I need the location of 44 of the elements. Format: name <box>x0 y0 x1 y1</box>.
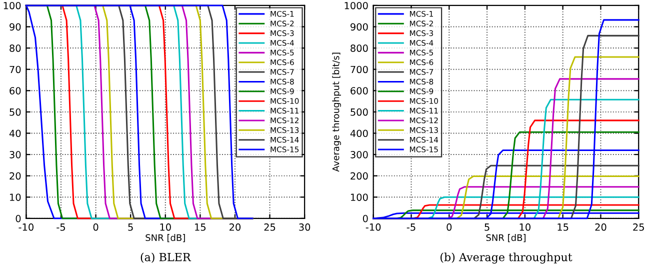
y-tick-label: 20 <box>10 172 21 180</box>
x-tick-label: 30 <box>299 223 310 231</box>
x-tick-label: 20 <box>595 223 606 231</box>
x-tick-label: 5 <box>484 224 490 231</box>
y-tick-label: 50 <box>10 108 21 116</box>
text: (a) BLER <box>140 252 192 263</box>
x-tick-label: 10 <box>520 223 530 231</box>
y-tick-label: 30 <box>10 150 21 158</box>
x-axis-title: SNR [dB] <box>486 234 526 242</box>
text: (b) Average throughput <box>440 252 572 264</box>
x-axis-title: SNR [dB] <box>146 234 185 242</box>
x-tick-label: 5 <box>128 224 133 231</box>
y-tick-label: 1000 <box>344 2 368 10</box>
x-tick-label: 0 <box>446 223 452 231</box>
x-tick-label: 25 <box>633 223 644 231</box>
x-tick-label: 10 <box>160 223 171 231</box>
y-tick-label: 90 <box>10 23 21 31</box>
y-tick-label: 0 <box>16 214 21 222</box>
y-tick-label: 60 <box>10 87 21 94</box>
y-tick-label: 300 <box>350 150 368 158</box>
y-tick-label: 10 <box>10 194 21 201</box>
y-tick-label: 700 <box>350 66 368 74</box>
x-tick-label: 20 <box>230 223 241 231</box>
y-tick-label: 500 <box>350 108 368 116</box>
x-tick-label: 25 <box>264 223 276 231</box>
y-tick-label: 600 <box>350 87 368 94</box>
x-tick-label: -10 <box>18 223 34 231</box>
x-tick-label: 0 <box>93 223 98 231</box>
y-tick-label: 100 <box>351 194 368 201</box>
y-tick-label: 200 <box>350 172 368 180</box>
x-tick-label: -5 <box>56 224 65 231</box>
y-tick-label: 40 <box>9 130 21 138</box>
y-tick-label: 400 <box>350 130 368 138</box>
y-axis-title: Average throughput [bit/s] <box>332 52 341 172</box>
x-tick-label: -10 <box>366 223 381 231</box>
x-tick-label: 15 <box>195 224 206 231</box>
x-tick-label: 15 <box>558 224 568 231</box>
y-tick-label: 100 <box>4 2 21 10</box>
y-tick-label: 0 <box>362 214 368 222</box>
y-tick-label: 900 <box>350 23 368 31</box>
y-tick-label: 800 <box>350 44 368 52</box>
x-tick-label: -5 <box>406 224 416 231</box>
y-tick-label: 70 <box>10 66 21 74</box>
y-tick-label: 80 <box>10 44 21 52</box>
